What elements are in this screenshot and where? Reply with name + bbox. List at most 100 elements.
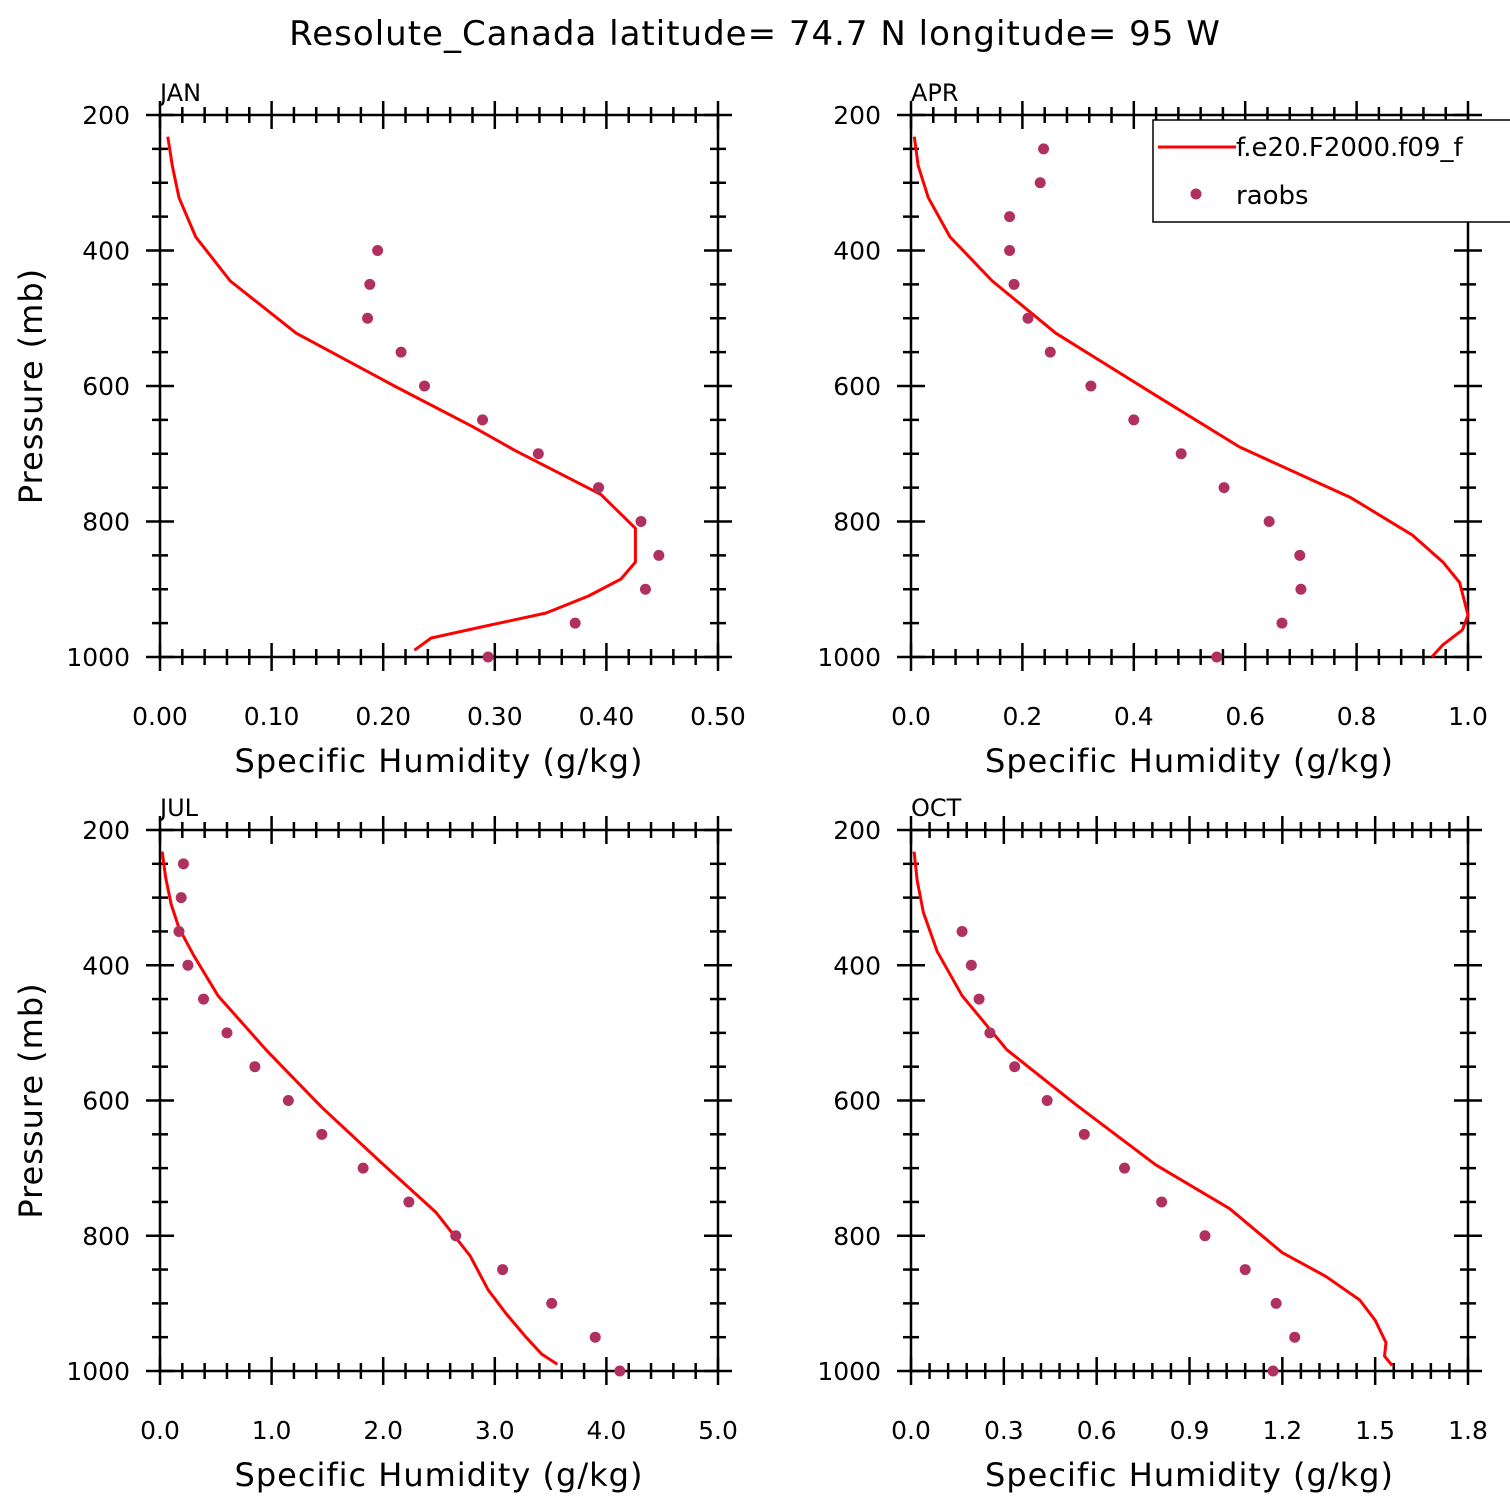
- y-tick-label: 800: [833, 508, 881, 537]
- panel-label: JUL: [158, 794, 199, 822]
- raobs-point: [984, 1027, 996, 1039]
- axis-ticks: [897, 101, 1482, 671]
- panel-apr: APR 0.0 0.2 0.4 0.6 0.8 1.0 200 400 600 800 1000 Spe…: [817, 79, 1488, 780]
- x-tick-label: 1.2: [1262, 1416, 1302, 1445]
- x-tick-label: 3.0: [475, 1416, 515, 1445]
- panel-oct: OCT 0.0 0.3 0.6 0.9 1.2 1.5 1.8 200 400 600 800 1000…: [817, 794, 1488, 1494]
- x-tick-label: 0.50: [690, 702, 746, 731]
- x-tick-label: 0.8: [1337, 702, 1377, 731]
- panel-jul: JUL 0.0 1.0 2.0 3.0 4.0 5.0 200 400 600 800 1000 Spe…: [12, 794, 738, 1494]
- raobs-point: [973, 993, 985, 1005]
- y-tick-label: 1000: [66, 1357, 130, 1386]
- raobs-point: [1276, 617, 1288, 629]
- x-tick-label: 0.00: [132, 702, 188, 731]
- x-tick-label: 0.0: [140, 1416, 180, 1445]
- raobs-point: [1295, 583, 1307, 595]
- raobs-point: [1038, 143, 1050, 155]
- raobs-point: [418, 380, 430, 392]
- raobs-point: [182, 959, 194, 971]
- raobs-point: [956, 925, 968, 937]
- y-tick-label: 800: [82, 1222, 130, 1251]
- raobs-point: [362, 312, 374, 324]
- raobs-point: [1218, 482, 1230, 494]
- y-tick-label: 800: [833, 1222, 881, 1251]
- y-tick-label: 200: [833, 101, 881, 130]
- model-profile-line: [912, 136, 1470, 659]
- x-tick-label: 4.0: [587, 1416, 627, 1445]
- raobs-point: [477, 414, 489, 426]
- raobs-point: [450, 1230, 462, 1242]
- raobs-point: [282, 1095, 294, 1106]
- raobs-point: [1128, 414, 1140, 426]
- plot-frame: [158, 828, 720, 1373]
- x-tick-label: 0.0: [891, 1416, 931, 1445]
- x-tick-label: 0.6: [1077, 1416, 1117, 1445]
- x-tick-label: 0.4: [1114, 702, 1154, 731]
- raobs-point: [372, 245, 384, 256]
- y-tick-label: 600: [833, 1087, 881, 1116]
- raobs-point: [403, 1196, 415, 1208]
- raobs-point: [1009, 1061, 1021, 1073]
- axis-ticks: [146, 101, 732, 671]
- panel-label: OCT: [911, 794, 962, 822]
- raobs-point: [482, 651, 494, 663]
- x-tick-label: 1.8: [1448, 1416, 1488, 1445]
- chart-panels: JAN 0.00 0.10 0.20 0.30 0.40 0.50 200 400 600 800 1…: [12, 79, 1488, 1494]
- raobs-point: [1211, 651, 1223, 663]
- raobs-point: [1294, 549, 1306, 561]
- raobs-point: [177, 858, 189, 870]
- raobs-point: [1119, 1162, 1131, 1174]
- panel-label: JAN: [158, 79, 201, 107]
- raobs-point: [532, 448, 544, 460]
- raobs-point: [1008, 278, 1020, 290]
- x-tick-label: 2.0: [363, 1416, 403, 1445]
- panel-jan: JAN 0.00 0.10 0.20 0.30 0.40 0.50 200 400 600 800 1…: [12, 79, 746, 780]
- raobs-point: [175, 892, 187, 904]
- y-tick-label: 600: [82, 372, 130, 401]
- plot-frame: [158, 113, 720, 659]
- raobs-point: [1004, 245, 1016, 256]
- raobs-point: [1199, 1230, 1211, 1242]
- plot-frame: [909, 828, 1470, 1373]
- model-profile-line: [160, 851, 559, 1366]
- y-tick-label: 200: [833, 816, 881, 845]
- y-tick-label: 400: [82, 237, 130, 266]
- legend-marker-swatch: [1190, 188, 1202, 200]
- x-tick-label: 0.3: [984, 1416, 1024, 1445]
- y-tick-label: 200: [82, 101, 130, 130]
- raobs-point: [173, 925, 185, 937]
- y-tick-label: 1000: [817, 1357, 881, 1386]
- figure-title: Resolute_Canada latitude= 74.7 N longitu…: [289, 14, 1221, 54]
- raobs-point: [593, 482, 605, 494]
- raobs-point: [1044, 346, 1056, 358]
- x-tick-label: 5.0: [698, 1416, 738, 1445]
- raobs-point: [614, 1365, 626, 1377]
- raobs-point: [1041, 1095, 1053, 1106]
- raobs-point: [395, 346, 407, 358]
- x-tick-label: 0.6: [1225, 702, 1265, 731]
- model-profile-line: [166, 136, 637, 652]
- y-tick-label: 600: [82, 1087, 130, 1116]
- raobs-point: [589, 1331, 601, 1343]
- x-tick-label: 0.30: [467, 702, 523, 731]
- x-axis-label: Specific Humidity (g/kg): [235, 742, 644, 780]
- raobs-point: [1022, 312, 1034, 324]
- x-tick-label: 0.40: [579, 702, 635, 731]
- axis-ticks: [897, 816, 1482, 1385]
- raobs-point: [364, 278, 376, 290]
- y-tick-label: 200: [82, 816, 130, 845]
- legend-label: f.e20.F2000.f09_f: [1236, 133, 1463, 163]
- y-tick-label: 400: [82, 951, 130, 980]
- raobs-point: [1034, 177, 1046, 189]
- y-tick-label: 1000: [817, 643, 881, 672]
- x-tick-label: 0.2: [1003, 702, 1043, 731]
- raobs-point: [1085, 380, 1097, 392]
- raobs-point: [965, 959, 977, 971]
- x-tick-label: 1.0: [1448, 702, 1488, 731]
- x-tick-label: 1.0: [252, 1416, 292, 1445]
- raobs-point: [1239, 1264, 1251, 1276]
- legend-label: raobs: [1236, 181, 1309, 211]
- raobs-point: [1004, 211, 1016, 223]
